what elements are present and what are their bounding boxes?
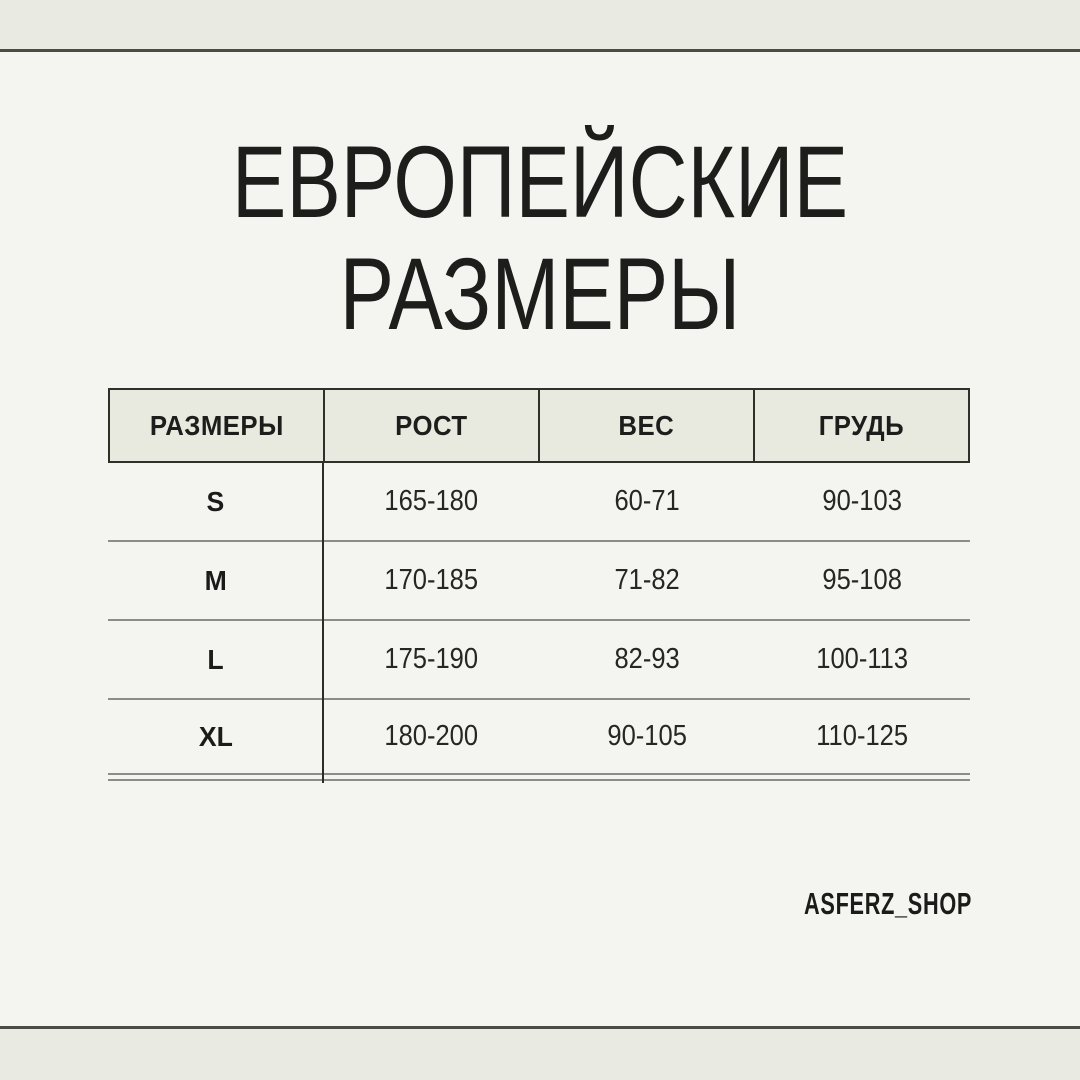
table-row-xl: XL 180-200 90-105 110-125	[108, 700, 970, 773]
column-header-weight-label: ВЕС	[618, 409, 675, 441]
table-row-m: M 170-185 71-82 95-108	[108, 542, 970, 621]
column-header-height: РОСТ	[325, 390, 540, 461]
bottom-accent-band	[0, 1026, 1080, 1080]
page-title-line2: РАЗМЕРЫ	[339, 237, 741, 351]
column-header-chest-label: ГРУДЬ	[818, 409, 905, 441]
size-cell: M	[204, 564, 227, 596]
column-header-sizes-label: РАЗМЕРЫ	[149, 409, 284, 441]
weight-cell: 60-71	[614, 485, 680, 517]
size-cell: XL	[198, 720, 233, 752]
column-header-height-label: РОСТ	[395, 409, 468, 441]
chest-cell: 90-103	[822, 485, 902, 517]
table-row-s: S 165-180 60-71 90-103	[108, 463, 970, 542]
weight-cell: 82-93	[614, 643, 680, 675]
size-table-header-row: РАЗМЕРЫ РОСТ ВЕС ГРУДЬ	[108, 388, 970, 463]
chest-cell: 100-113	[816, 643, 909, 675]
page-title-line1: ЕВРОПЕЙСКИЕ	[231, 125, 849, 239]
chest-cell: 110-125	[816, 720, 909, 752]
height-cell: 165-180	[384, 485, 479, 517]
first-column-divider-line	[322, 463, 324, 783]
height-cell: 180-200	[384, 720, 479, 752]
weight-cell: 71-82	[614, 564, 680, 596]
height-cell: 170-185	[384, 564, 479, 596]
column-header-chest: ГРУДЬ	[755, 390, 968, 461]
weight-cell: 90-105	[607, 720, 687, 752]
chest-cell: 95-108	[822, 564, 902, 596]
table-row-l: L 175-190 82-93 100-113	[108, 621, 970, 700]
height-cell: 175-190	[384, 643, 479, 675]
brand-watermark: ASFERZ_SHOP	[803, 886, 972, 921]
size-table: РАЗМЕРЫ РОСТ ВЕС ГРУДЬ S 165-180 60-71 9…	[108, 388, 970, 783]
page-title: ЕВРОПЕЙСКИЕ РАЗМЕРЫ	[108, 126, 972, 350]
table-bottom-double-rule	[108, 773, 970, 781]
size-cell: S	[206, 485, 225, 517]
top-accent-band	[0, 0, 1080, 52]
column-header-weight: ВЕС	[540, 390, 755, 461]
column-header-sizes: РАЗМЕРЫ	[110, 390, 325, 461]
size-cell: L	[207, 643, 224, 675]
